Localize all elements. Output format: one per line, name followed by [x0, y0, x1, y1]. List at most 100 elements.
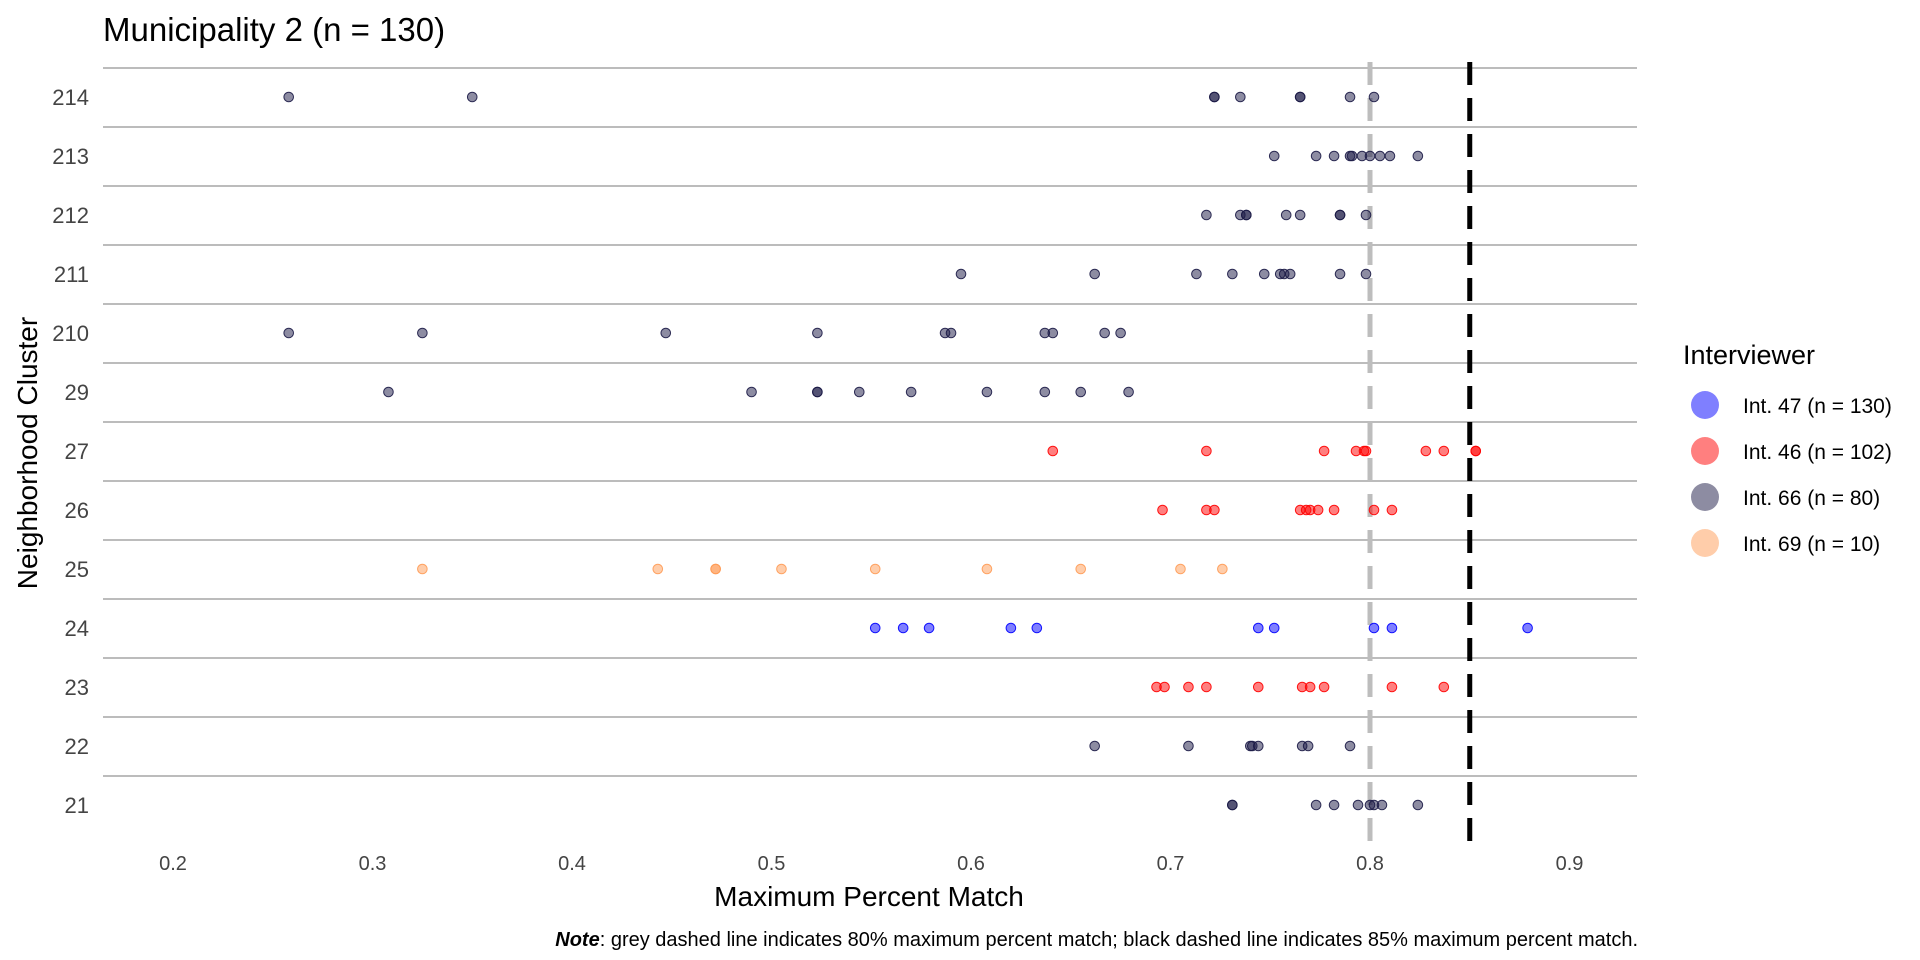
y-tick-label: 211: [54, 262, 89, 287]
x-tick-label: 0.3: [359, 853, 387, 875]
data-point: [1159, 681, 1170, 693]
legend-label: Int. 69 (n = 10): [1743, 533, 1880, 556]
data-point: [1318, 681, 1330, 693]
data-point: [1280, 209, 1292, 221]
y-tick-label: 214: [52, 85, 89, 110]
data-point: [1252, 681, 1264, 693]
data-point: [1217, 563, 1228, 575]
data-point: [1360, 445, 1372, 457]
legend-swatch: [1691, 391, 1719, 419]
x-tick-labels: 0.2 0.3 0.4 0.5 0.6 0.7 0.8 0.9: [159, 853, 1583, 875]
x-tick-label: 0.6: [957, 853, 985, 875]
data-point: [1318, 445, 1330, 457]
data-point: [1412, 150, 1424, 162]
legend-swatch: [1691, 437, 1719, 465]
data-point: [1470, 445, 1482, 457]
data-point: [1201, 445, 1212, 457]
data-point: [1374, 150, 1386, 162]
data-point: [1310, 150, 1322, 162]
data-point: [1368, 622, 1380, 634]
data-point: [1368, 91, 1380, 103]
y-tick-label: 24: [65, 616, 89, 641]
data-point: [1360, 209, 1372, 221]
data-point: [1175, 563, 1186, 575]
reference-lines: [1367, 62, 1473, 842]
y-tick-label: 21: [65, 793, 89, 818]
data-point: [1099, 327, 1110, 339]
legend-label: Int. 66 (n = 80): [1743, 487, 1880, 510]
legend-label: Int. 47 (n = 130): [1743, 395, 1892, 418]
data-points: [283, 91, 1533, 811]
x-tick-label: 0.7: [1157, 853, 1185, 875]
data-point: [710, 563, 721, 575]
data-point: [746, 386, 757, 398]
data-point: [1089, 740, 1100, 752]
data-point: [1284, 268, 1296, 280]
data-point: [1201, 681, 1212, 693]
data-point: [1252, 622, 1264, 634]
data-point: [1115, 327, 1126, 339]
data-point: [660, 327, 672, 339]
y-tick-label: 25: [65, 557, 89, 582]
legend: Interviewer Int. 47 (n = 130) Int. 46 (n …: [1683, 340, 1892, 557]
data-point: [1376, 799, 1388, 811]
data-point: [1191, 268, 1202, 280]
chart-title: Municipality 2 (n = 130): [103, 11, 445, 48]
data-point: [945, 327, 957, 339]
y-tick-label: 212: [52, 203, 89, 228]
y-tick-label: 22: [65, 734, 89, 759]
data-point: [1412, 799, 1424, 811]
data-point: [1328, 799, 1340, 811]
x-tick-label: 0.2: [159, 853, 187, 875]
data-point: [1344, 91, 1356, 103]
data-point: [1075, 386, 1087, 398]
data-point: [1304, 681, 1316, 693]
data-point: [1047, 445, 1059, 457]
data-point: [1522, 622, 1533, 634]
x-tick-label: 0.9: [1556, 853, 1584, 875]
data-point: [905, 386, 917, 398]
data-point: [1039, 386, 1051, 398]
data-point: [1089, 268, 1100, 280]
data-point: [1294, 209, 1306, 221]
data-point: [776, 563, 787, 575]
data-point: [981, 386, 993, 398]
data-point: [1227, 268, 1238, 280]
x-tick-label: 0.4: [558, 853, 586, 875]
data-point: [1328, 150, 1340, 162]
data-point: [869, 622, 881, 634]
data-point: [283, 327, 295, 339]
data-point: [652, 563, 664, 575]
data-point: [1268, 622, 1280, 634]
data-point: [1241, 209, 1252, 221]
data-point: [1310, 799, 1322, 811]
data-point: [1183, 740, 1194, 752]
x-axis-label: Maximum Percent Match: [714, 881, 1024, 912]
data-point: [1227, 799, 1238, 811]
data-point: [1252, 740, 1264, 752]
data-point: [283, 91, 295, 103]
x-tick-label: 0.8: [1356, 853, 1384, 875]
data-point: [1294, 91, 1306, 103]
y-tick-label: 29: [65, 380, 89, 405]
data-point: [1005, 622, 1017, 634]
data-point: [417, 327, 428, 339]
legend-title: Interviewer: [1683, 340, 1815, 370]
data-point: [1157, 504, 1168, 516]
data-point: [1346, 150, 1358, 162]
data-point: [1235, 91, 1246, 103]
y-tick-labels: 214 213 212 211 210 29 27 26 25 24 23 22 21: [52, 85, 89, 818]
data-point: [1209, 91, 1220, 103]
data-point: [897, 622, 909, 634]
grid-lines: [103, 67, 1637, 777]
data-point: [1209, 504, 1220, 516]
legend-swatch: [1691, 483, 1719, 511]
data-point: [955, 268, 967, 280]
data-point: [1123, 386, 1134, 398]
data-point: [1344, 740, 1356, 752]
data-point: [923, 622, 935, 634]
data-point: [869, 563, 881, 575]
y-tick-label: 23: [65, 675, 89, 700]
data-point: [1258, 268, 1270, 280]
footnote-text: : grey dashed line indicates 80% maximum…: [600, 929, 1638, 951]
